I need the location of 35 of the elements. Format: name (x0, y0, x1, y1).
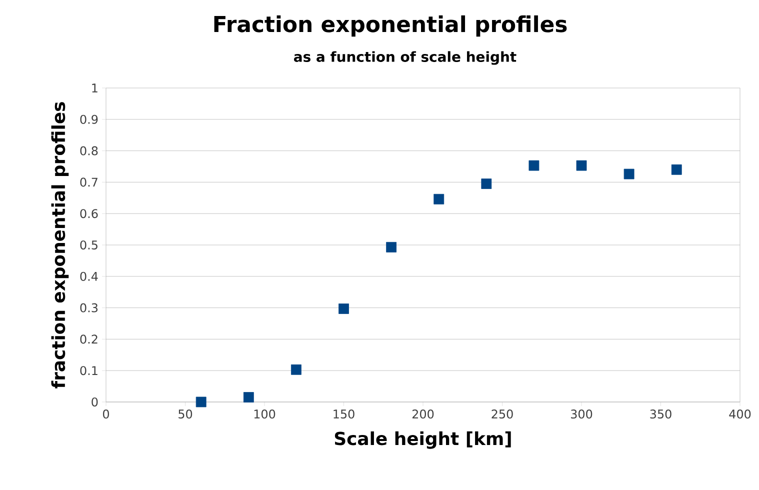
point (196, 396, 206, 408)
x-tick-label: 350 (650, 410, 672, 419)
point (386, 242, 397, 252)
point (576, 160, 587, 171)
point (434, 194, 444, 204)
y-tick-label: 1 (92, 84, 98, 92)
x-tick-label: 400 (729, 410, 751, 419)
point (481, 178, 492, 189)
x-axis-title: Scale height [km] (334, 431, 511, 449)
x-tick-label: 100 (254, 410, 276, 419)
x-tick-label: 200 (412, 410, 434, 419)
point (671, 164, 682, 175)
x-tick-label: 250 (492, 410, 513, 419)
y-tick-label: 0.3 (80, 303, 98, 312)
point (528, 160, 540, 171)
chart-title: Fraction exponential profiles (214, 15, 567, 37)
y-tick-label: 0.4 (80, 272, 98, 281)
y-tick-label: 0.2 (80, 334, 98, 344)
y-tick-label: 0 (92, 397, 98, 407)
point (338, 304, 349, 314)
x-tick-label: 300 (571, 410, 592, 419)
y-tick-label: 0.7 (80, 178, 98, 187)
x-tick-label: 0 (102, 410, 110, 419)
y-tick-label: 0.9 (80, 114, 98, 124)
point (624, 168, 634, 180)
x-tick-label: 150 (334, 410, 354, 419)
chart-subtitle: as a function of scale height (294, 51, 516, 65)
y-tick-label: 0.1 (80, 366, 98, 376)
y-tick-label: 0.6 (80, 209, 98, 218)
x-tick-label: 50 (178, 410, 192, 419)
y-tick-label: 0.5 (80, 240, 98, 250)
y-tick-label: 0.8 (80, 146, 98, 156)
y-axis-title: fraction exponential profiles (51, 102, 69, 388)
point (243, 392, 254, 402)
point (291, 364, 302, 375)
